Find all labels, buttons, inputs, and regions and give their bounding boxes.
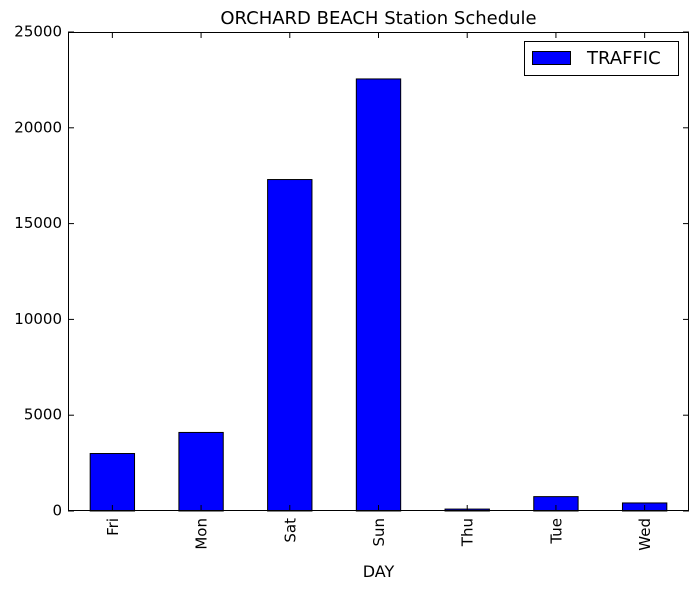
x-axis-tick-labels: Fri Mon Sat Sun Thu Tue Wed bbox=[104, 518, 654, 551]
bar-sat bbox=[267, 179, 313, 512]
chart-title: ORCHARD BEACH Station Schedule bbox=[220, 8, 536, 29]
x-tick-label-sat: Sat bbox=[281, 518, 299, 543]
plot-frame bbox=[68, 32, 689, 511]
y-axis-tick-labels: 0 5000 10000 15000 20000 25000 bbox=[14, 23, 62, 520]
x-axis-label: DAY bbox=[363, 562, 395, 581]
legend: TRAFFIC bbox=[524, 41, 679, 76]
x-tick-label-wed: Wed bbox=[636, 518, 654, 551]
x-tick-label-sun: Sun bbox=[370, 518, 388, 547]
y-tick-label-5000: 5000 bbox=[24, 406, 62, 424]
y-tick-label-10000: 10000 bbox=[14, 310, 62, 328]
bar-sun bbox=[355, 78, 402, 512]
legend-label: TRAFFIC bbox=[586, 48, 661, 69]
bar-fri bbox=[89, 453, 136, 512]
legend-swatch bbox=[532, 51, 571, 65]
y-tick-label-15000: 15000 bbox=[14, 214, 62, 232]
x-tick-label-tue: Tue bbox=[547, 518, 565, 545]
x-tick-label-mon: Mon bbox=[193, 518, 211, 550]
bar-mon bbox=[178, 431, 224, 512]
bars-layer bbox=[89, 78, 668, 512]
x-tick-label-fri: Fri bbox=[104, 518, 122, 536]
y-tick-label-20000: 20000 bbox=[14, 118, 62, 136]
y-tick-label-25000: 25000 bbox=[14, 23, 62, 41]
x-tick-label-thu: Thu bbox=[459, 518, 477, 547]
y-tick-label-0: 0 bbox=[52, 502, 62, 520]
